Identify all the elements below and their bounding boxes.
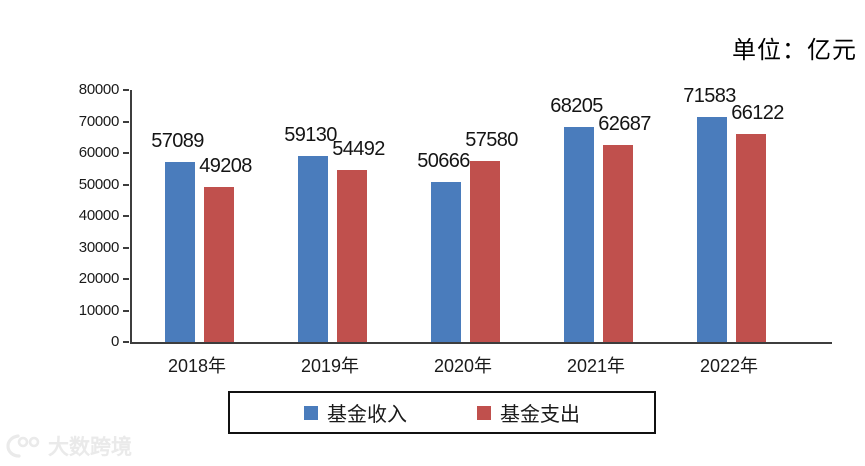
bar-基金支出-2021年 (602, 144, 633, 342)
y-axis-tick-label: 80000 (78, 81, 120, 98)
bar-基金收入-2018年 (164, 162, 195, 342)
bar-基金支出-2018年 (203, 187, 234, 342)
y-axis-tick-mark (123, 183, 129, 186)
watermark: 大数跨境 (6, 431, 132, 461)
y-axis-tick-mark (123, 309, 129, 312)
y-axis-tick-mark (123, 120, 129, 123)
bar-value-label: 49208 (199, 154, 252, 177)
unit-label: 单位：亿元 (732, 38, 857, 64)
bar-value-label: 68205 (550, 95, 603, 118)
legend-swatch-expenditure (477, 405, 491, 420)
x-axis-tick-label: 2022年 (699, 356, 759, 376)
y-axis-tick-label: 40000 (78, 207, 120, 224)
y-axis-tick-label: 70000 (78, 112, 120, 130)
watermark-logo-icon (6, 434, 40, 458)
bar-基金支出-2022年 (735, 133, 766, 342)
bar-value-label: 71583 (683, 84, 736, 107)
y-axis-tick-mark (123, 278, 129, 280)
bar-基金支出-2019年 (336, 170, 367, 342)
legend-item-expenditure: 基金支出 (477, 398, 580, 427)
bar-基金收入-2019年 (297, 155, 328, 342)
y-axis-tick-label: 0 (110, 333, 119, 350)
y-axis-tick-label: 50000 (78, 175, 120, 193)
bar-基金支出-2020年 (469, 160, 500, 342)
bar-value-label: 62687 (598, 112, 651, 135)
y-axis-tick-mark (123, 152, 129, 154)
bar-value-label: 54492 (332, 138, 385, 161)
y-axis-tick-label: 10000 (78, 301, 120, 319)
y-axis-tick-mark (123, 246, 129, 249)
y-axis-tick-mark (123, 215, 129, 217)
bar-基金收入-2020年 (430, 182, 461, 342)
y-axis-tick-label: 60000 (78, 144, 120, 161)
y-axis-tick-label: 20000 (78, 270, 120, 287)
x-axis-tick-label: 2018年 (167, 356, 227, 376)
watermark-brand: 大数跨境 (48, 436, 132, 459)
bar-value-label: 57580 (465, 128, 518, 151)
legend-swatch-income (304, 405, 318, 420)
legend: 基金收入 基金支出 (228, 391, 656, 434)
bar-value-label: 59130 (284, 123, 337, 146)
legend-item-income: 基金收入 (304, 398, 407, 427)
y-axis-tick-mark (123, 341, 129, 343)
plot-area (130, 90, 832, 344)
bar-value-label: 50666 (417, 150, 470, 173)
y-axis-tick-label: 30000 (78, 238, 120, 256)
bar-基金收入-2021年 (563, 127, 594, 342)
bar-value-label: 57089 (151, 130, 204, 153)
bar-value-label: 66122 (731, 101, 784, 124)
legend-label-income: 基金收入 (327, 404, 407, 426)
legend-label-expenditure: 基金支出 (500, 404, 580, 426)
x-axis-tick-label: 2019年 (300, 356, 360, 376)
bar-基金收入-2022年 (696, 116, 727, 342)
x-axis-tick-label: 2021年 (566, 356, 626, 376)
y-axis-tick-mark (123, 89, 129, 91)
x-axis-tick-label: 2020年 (433, 356, 493, 376)
